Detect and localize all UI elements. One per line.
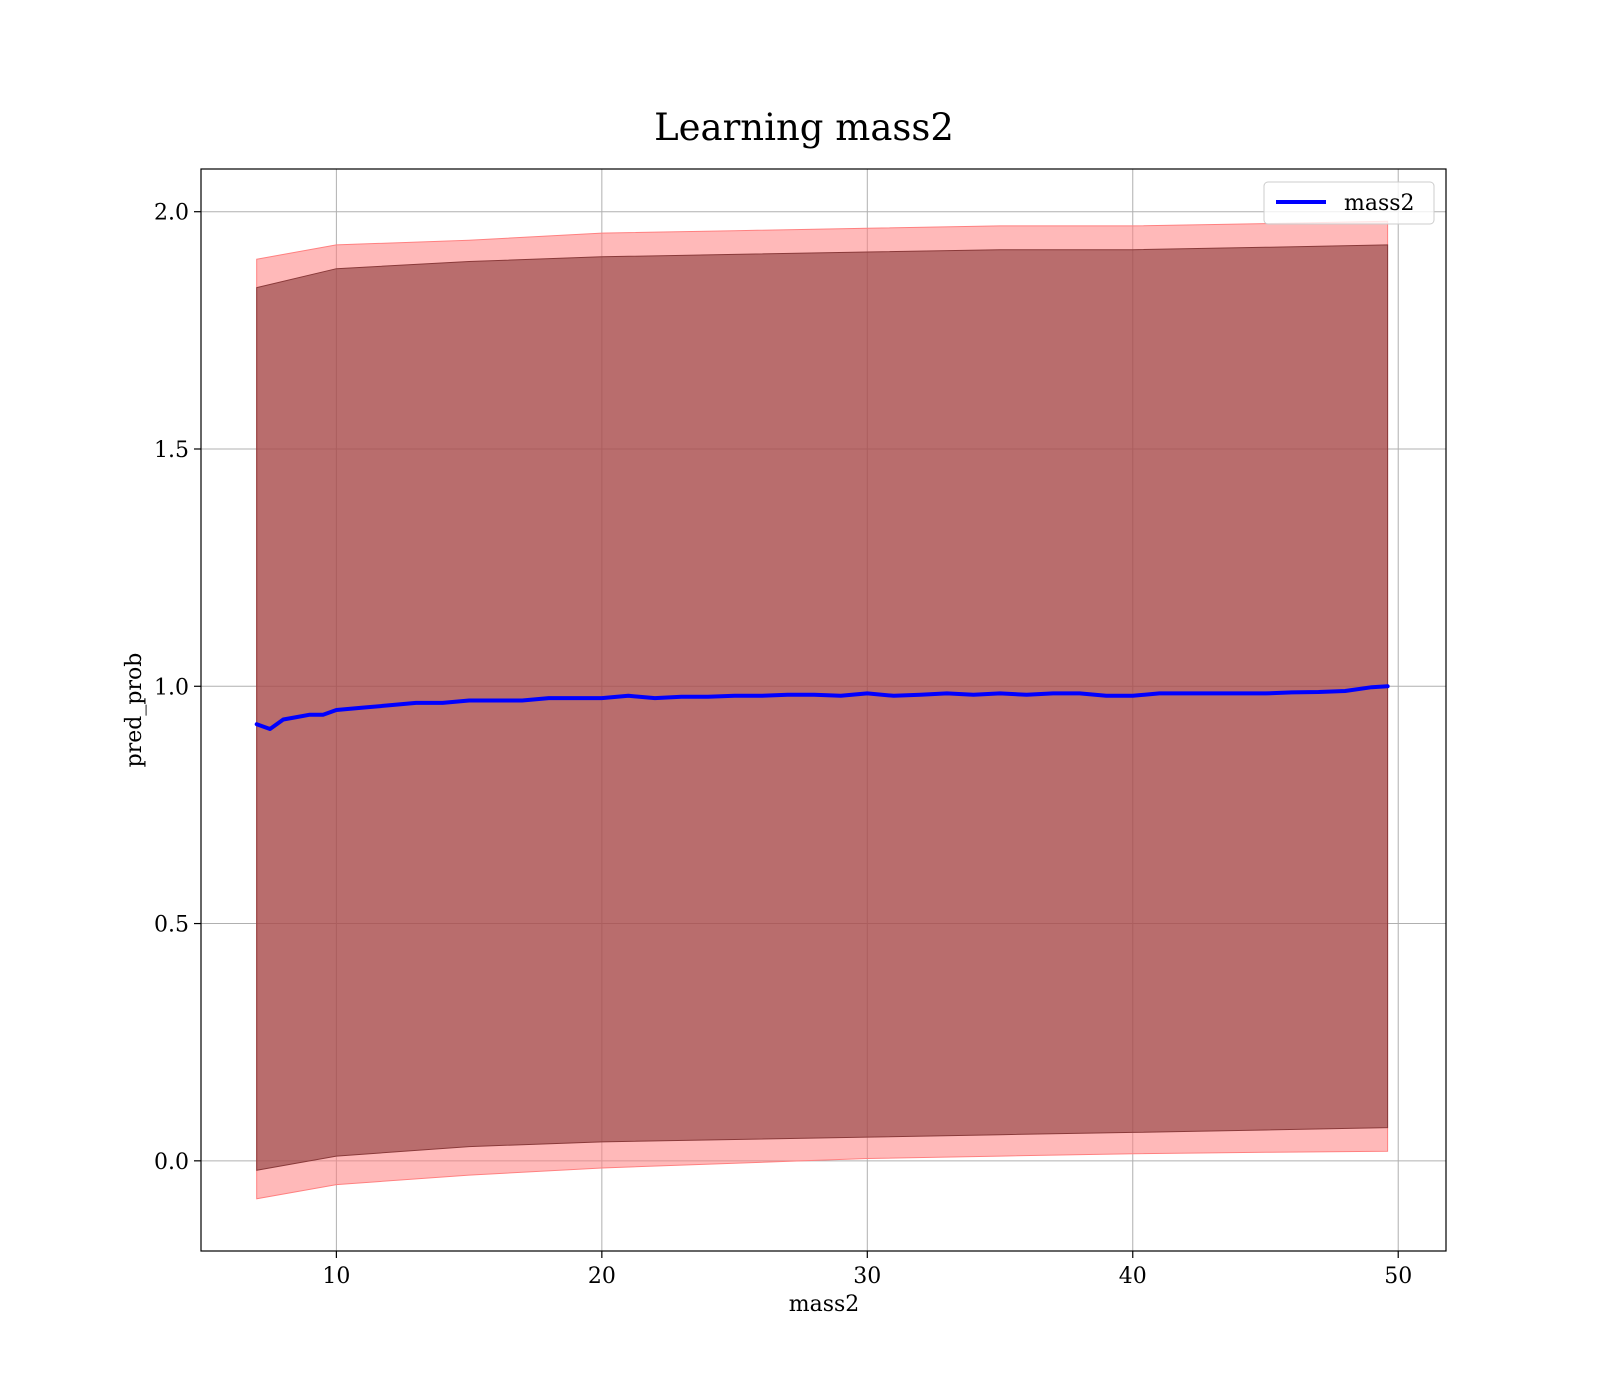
x-tick-label: 10 (322, 1264, 350, 1289)
confidence-band-2 (256, 244, 1389, 1171)
chart-title: Learning mass2 (654, 106, 954, 149)
y-tick-label: 2.0 (154, 201, 189, 226)
x-tick-label: 40 (1119, 1264, 1147, 1289)
y-tick-label: 0.5 (154, 913, 189, 938)
legend: mass2 (1263, 181, 1435, 225)
y-tick-label: 1.5 (154, 438, 189, 463)
x-tick-label: 30 (853, 1264, 881, 1289)
x-tick-label: 50 (1384, 1264, 1412, 1289)
x-axis-label: mass2 (789, 1292, 860, 1317)
legend-label-mass2: mass2 (1344, 191, 1415, 216)
series-lines (254, 684, 1390, 731)
plot-frame (200, 168, 1447, 1252)
series-line-mass2 (254, 684, 1390, 731)
legend-box (1263, 181, 1435, 225)
x-axis-ticks: 10 20 30 40 50 (322, 1251, 1412, 1289)
x-tick-label: 20 (588, 1264, 616, 1289)
y-tick-label: 1.0 (154, 675, 189, 700)
y-axis-ticks: 0.0 0.5 1.0 1.5 2.0 (154, 201, 201, 1175)
y-tick-label: 0.0 (154, 1150, 189, 1175)
confidence-bands (256, 220, 1389, 1200)
y-axis-label: pred_prob (122, 653, 147, 768)
